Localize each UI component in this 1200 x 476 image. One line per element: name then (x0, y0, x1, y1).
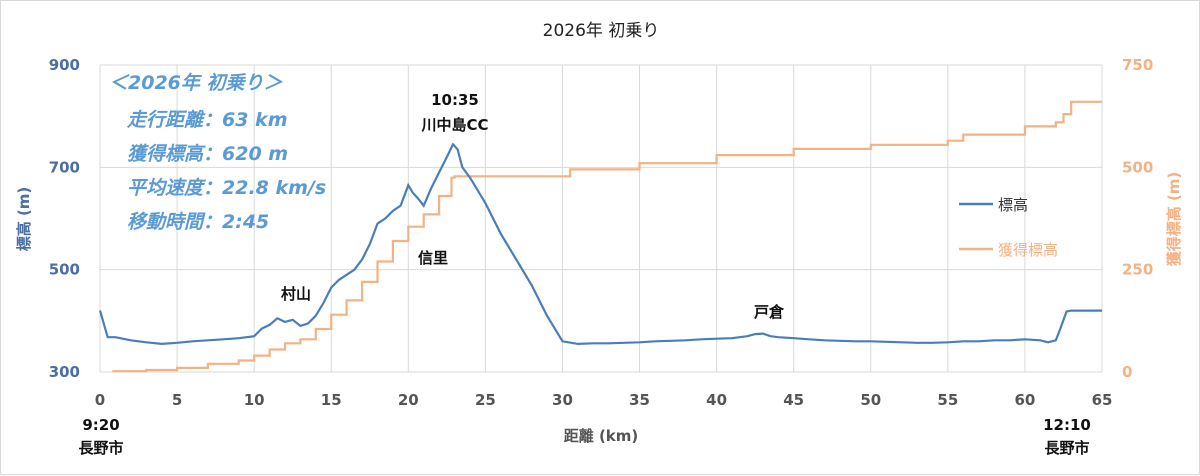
x-tick-label: 15 (321, 391, 342, 409)
info-title: ＜2026年 初乗り＞ (109, 72, 283, 94)
y-left-tick-label: 300 (49, 363, 80, 381)
x-tick-label: 5 (172, 391, 182, 409)
annotation-start-place: 長野市 (78, 439, 123, 457)
series-line-gain (112, 100, 1102, 373)
y-left-tick-label: 900 (49, 56, 80, 74)
y-right-tick-label: 500 (1122, 158, 1153, 176)
x-tick-label: 30 (552, 391, 573, 409)
chart-title: 2026年 初乗り (543, 21, 660, 41)
x-tick-label: 20 (398, 391, 419, 409)
x-tick-label: 65 (1092, 391, 1113, 409)
x-tick-label: 40 (706, 391, 727, 409)
y-right-tick-label: 0 (1122, 363, 1132, 381)
y-right-tick-label: 750 (1122, 56, 1153, 74)
annotation-end-time: 12:10 (1043, 416, 1091, 434)
y-right-tick-labels: 0 250 500 750 (1122, 56, 1153, 381)
legend: 標高 獲得標高 (959, 196, 1058, 259)
annotation-tokura: 戸倉 (754, 303, 785, 321)
info-gain: 獲得標高：620 m (127, 143, 288, 165)
legend-label-elevation: 標高 (998, 196, 1028, 214)
annotation-peak-name: 川中島CC (420, 116, 488, 134)
x-tick-label: 60 (1014, 391, 1035, 409)
x-tick-label: 10 (244, 391, 265, 409)
x-tick-labels: 0 5 10 15 20 25 30 35 40 45 50 55 60 65 (95, 391, 1113, 409)
x-tick-label: 50 (860, 391, 881, 409)
info-speed: 平均速度：22.8 km/s (127, 177, 326, 199)
x-tick-label: 35 (629, 391, 650, 409)
y-right-tick-label: 250 (1122, 261, 1153, 279)
x-tick-label: 25 (475, 391, 496, 409)
y-axis-left-title: 標高 (m) (15, 187, 33, 252)
y-left-tick-label: 700 (49, 158, 80, 176)
legend-label-gain: 獲得標高 (998, 241, 1058, 259)
x-tick-label: 45 (783, 391, 804, 409)
y-left-tick-label: 500 (49, 261, 80, 279)
info-time: 移動時間：2:45 (127, 211, 269, 233)
x-tick-label: 55 (937, 391, 958, 409)
gridlines (99, 64, 1103, 373)
annotation-peak-time: 10:35 (431, 91, 479, 109)
annotation-end-place: 長野市 (1044, 439, 1089, 457)
x-axis-title: 距離 (km) (564, 427, 639, 445)
y-axis-right-title: 獲得標高 (m) (1165, 172, 1183, 267)
annotation-murayama: 村山 (281, 285, 311, 303)
y-left-tick-labels: 300 500 700 900 (49, 56, 80, 381)
info-distance: 走行距離：63 km (126, 109, 288, 131)
annotation-start-time: 9:20 (82, 416, 119, 434)
series-line-elevation (98, 142, 1102, 346)
annotation-shinri: 信里 (418, 249, 448, 267)
x-tick-label: 0 (95, 391, 105, 409)
